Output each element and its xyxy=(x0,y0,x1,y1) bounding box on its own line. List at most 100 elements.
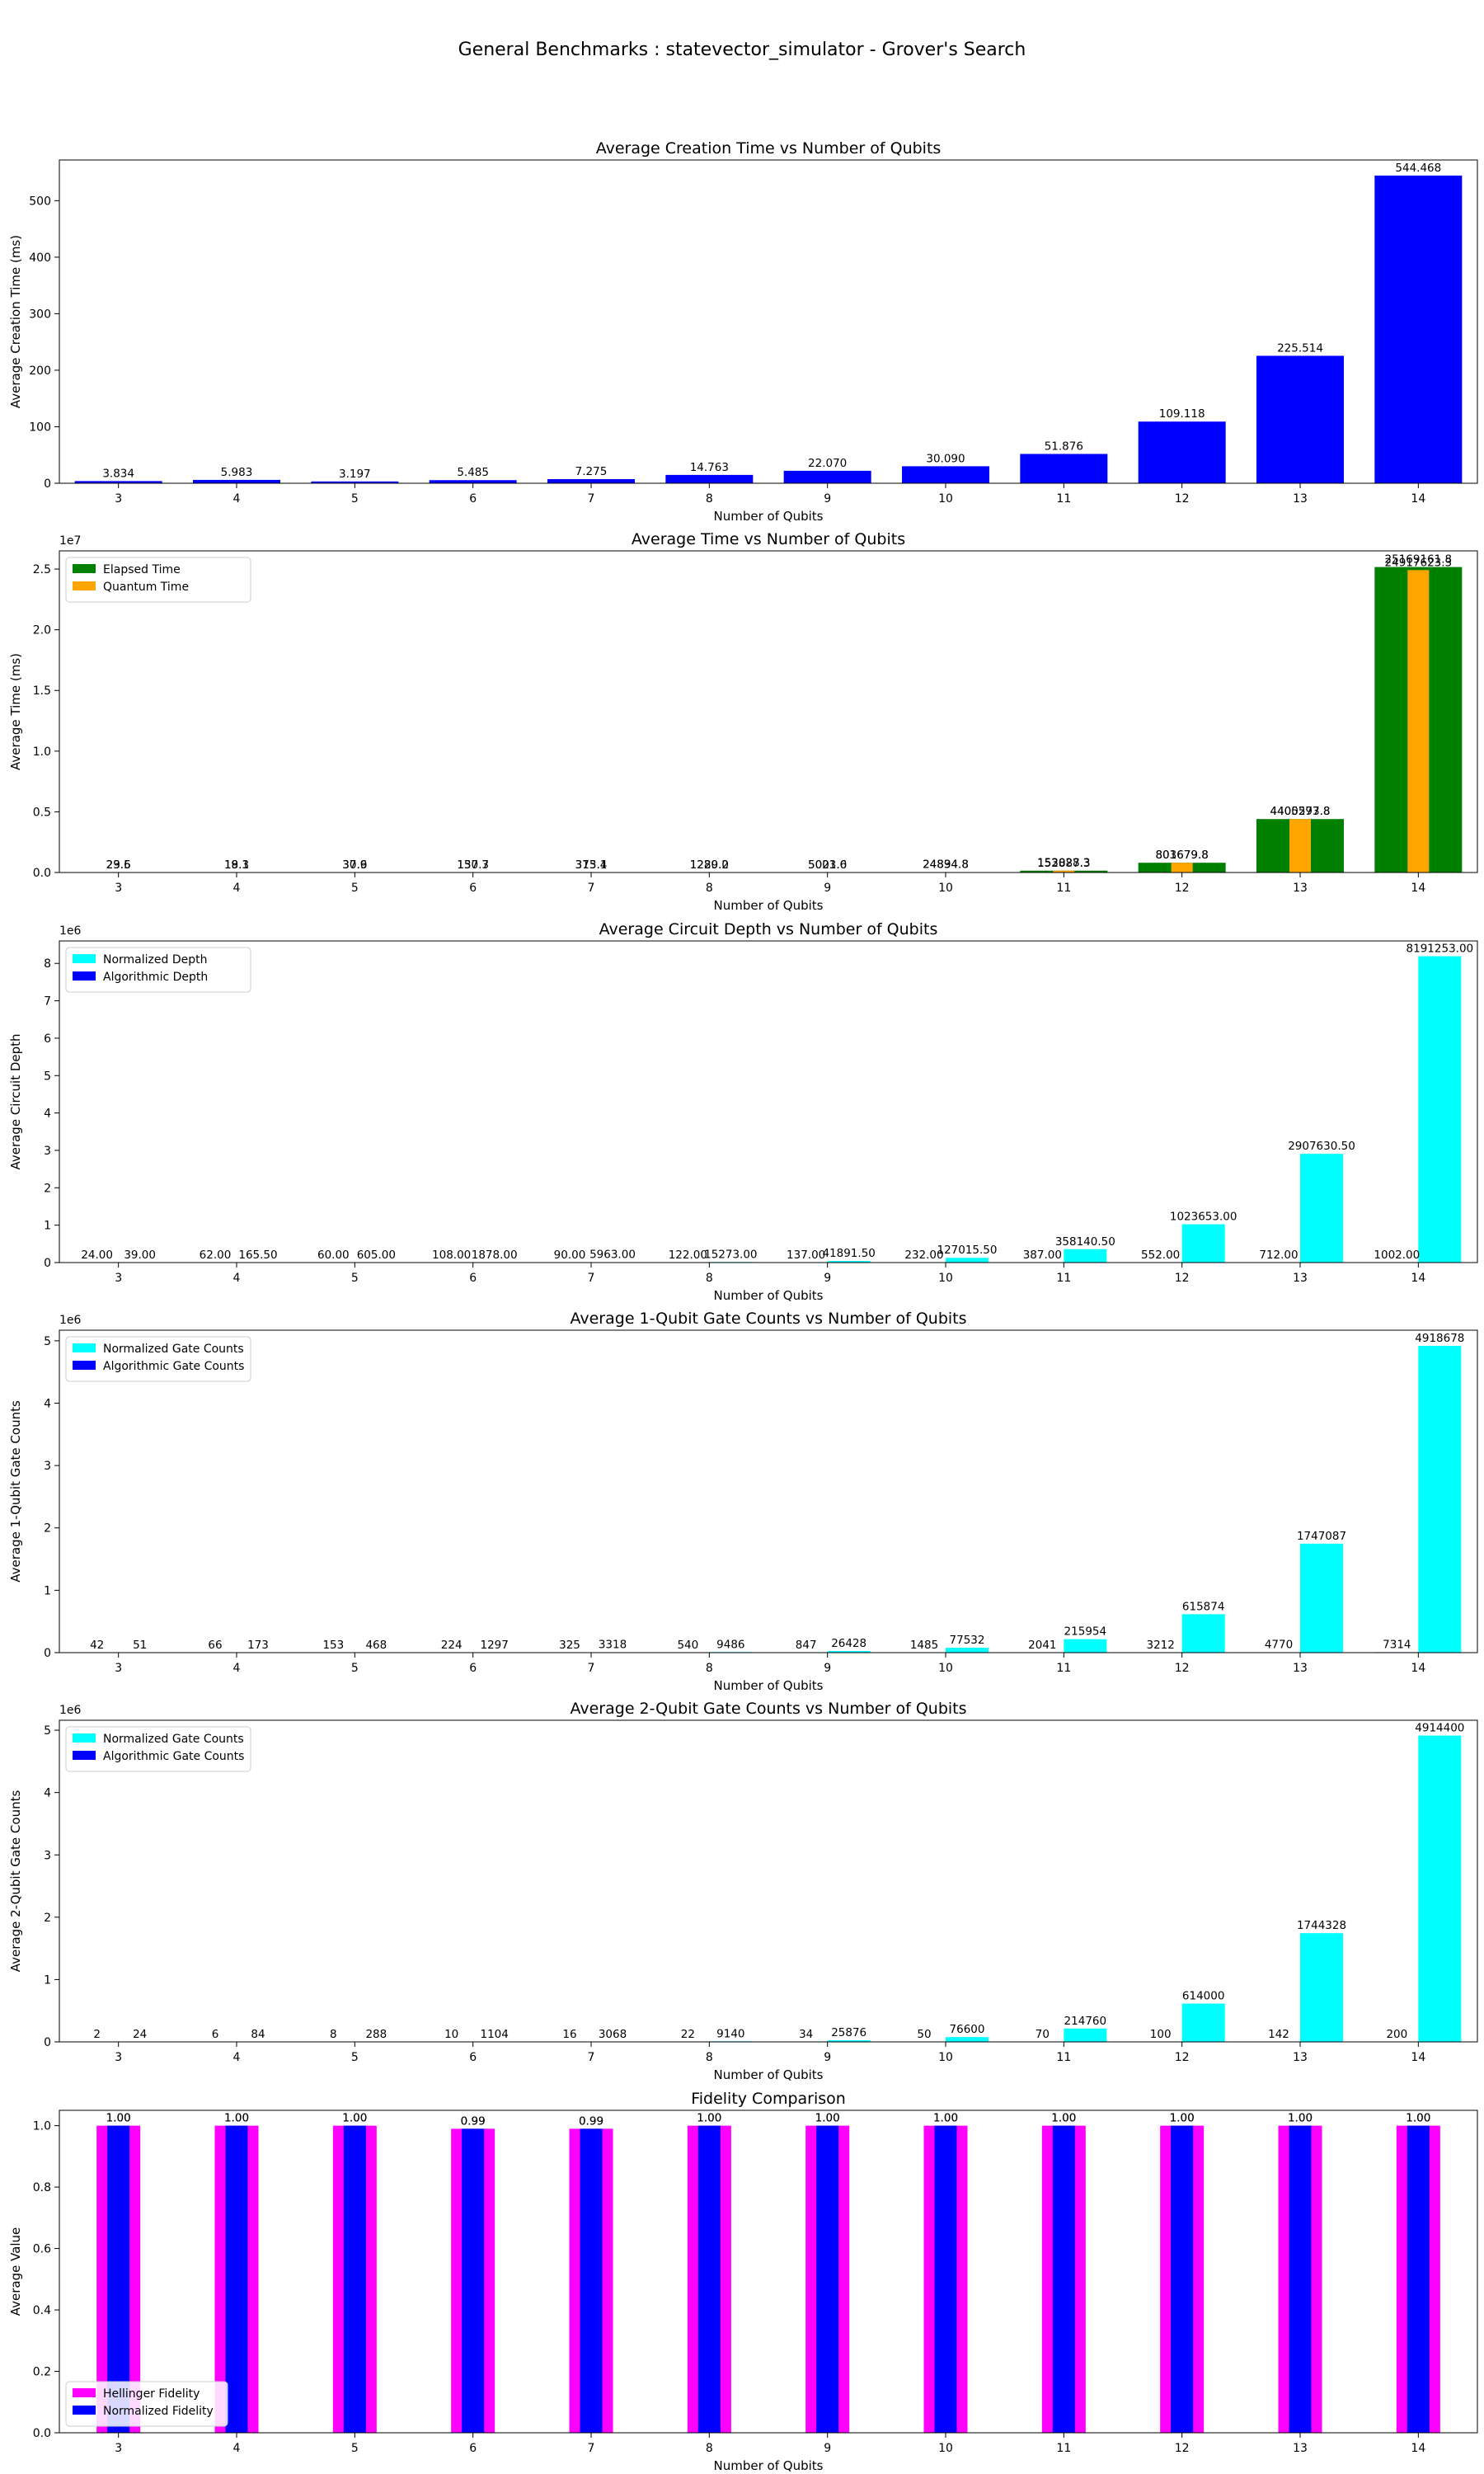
x-tick-label-depth-3: 3 xyxy=(115,1272,122,1285)
x-tick-label-gate1q-6: 6 xyxy=(469,1662,477,1675)
bar-time-quantum-11 xyxy=(1053,870,1075,872)
bar-fidelity-fidelity_norm-9 xyxy=(816,2125,839,2433)
axis-multiplier-gate2q: 1e6 xyxy=(59,1704,82,1717)
data-label-gate1q-algorithmic-7: 325 xyxy=(559,1639,580,1652)
bar-depth-normalized-14 xyxy=(1418,956,1462,1263)
data-label-creation-creation-14: 544.468 xyxy=(1395,162,1441,175)
x-tick-label-depth-7: 7 xyxy=(588,1272,595,1285)
data-label-time-quantum-10: 24834.8 xyxy=(923,858,969,872)
data-label-creation-creation-9: 22.070 xyxy=(808,457,847,470)
data-label-gate2q-algorithmic-5: 8 xyxy=(330,2028,337,2041)
y-tick-label-depth-4: 4 xyxy=(44,1108,51,1121)
bar-depth-normalized-10 xyxy=(946,1258,989,1263)
x-tick-label-time-7: 7 xyxy=(588,882,595,895)
bar-fidelity-fidelity_norm-7 xyxy=(580,2128,603,2433)
y-tick-label-depth-5: 5 xyxy=(44,1070,51,1083)
bar-depth-normalized-9 xyxy=(827,1261,871,1263)
data-label-gate1q-algorithmic-12: 3212 xyxy=(1146,1639,1174,1652)
x-tick-label-creation-14: 14 xyxy=(1411,492,1425,506)
data-label-fidelity-hellinger-14: 1.00 xyxy=(1406,2112,1430,2125)
x-tick-label-depth-13: 13 xyxy=(1293,1272,1308,1285)
y-tick-label-depth-0: 0 xyxy=(44,1257,51,1270)
legend-swatch-gate1q-normalized xyxy=(73,1343,96,1352)
y-tick-label-time-5: 2.5 xyxy=(33,563,51,576)
bar-creation-creation-11 xyxy=(1020,454,1108,483)
data-label-gate1q-normalized-6: 1297 xyxy=(480,1639,508,1652)
data-label-gate1q-normalized-13: 1747087 xyxy=(1297,1530,1346,1543)
data-label-fidelity-fidelity_norm-8: 1.00 xyxy=(697,2112,721,2125)
bar-fidelity-fidelity_norm-8 xyxy=(697,2125,721,2433)
legend-swatch-time-elapsed xyxy=(73,564,96,573)
data-label-fidelity-fidelity_norm-5: 1.00 xyxy=(342,2112,367,2125)
data-label-creation-creation-11: 51.876 xyxy=(1045,440,1083,453)
bar-depth-normalized-12 xyxy=(1181,1224,1225,1263)
data-label-time-quantum-13: 4400577.8 xyxy=(1270,805,1330,818)
bar-fidelity-fidelity_norm-4 xyxy=(225,2125,248,2433)
y-tick-label-gate1q-5: 5 xyxy=(44,1335,51,1348)
data-label-gate1q-normalized-4: 173 xyxy=(247,1639,269,1652)
y-tick-label-gate1q-4: 4 xyxy=(44,1397,51,1410)
x-tick-label-time-10: 10 xyxy=(938,882,953,895)
x-tick-label-gate1q-12: 12 xyxy=(1175,1662,1190,1675)
data-label-gate1q-algorithmic-10: 1485 xyxy=(910,1639,938,1652)
x-axis-label-depth: Number of Qubits xyxy=(714,1288,824,1303)
x-tick-label-gate2q-13: 13 xyxy=(1293,2051,1308,2064)
data-label-gate1q-algorithmic-6: 224 xyxy=(441,1639,463,1652)
data-label-fidelity-hellinger-10: 1.00 xyxy=(933,2112,958,2125)
data-label-gate2q-algorithmic-3: 2 xyxy=(93,2028,101,2041)
data-label-gate1q-algorithmic-5: 153 xyxy=(322,1639,344,1652)
x-tick-label-depth-14: 14 xyxy=(1411,1272,1425,1285)
x-tick-label-gate1q-9: 9 xyxy=(824,1662,831,1675)
bar-creation-creation-10 xyxy=(902,466,989,483)
x-tick-label-gate1q-7: 7 xyxy=(588,1662,595,1675)
y-axis-label-fidelity: Average Value xyxy=(8,2227,23,2316)
x-tick-label-time-14: 14 xyxy=(1411,882,1425,895)
data-label-creation-creation-13: 225.514 xyxy=(1277,341,1323,355)
x-tick-label-depth-4: 4 xyxy=(233,1272,241,1285)
data-label-fidelity-hellinger-11: 1.00 xyxy=(1051,2112,1076,2125)
data-label-depth-algorithmic-3: 24.00 xyxy=(81,1249,113,1262)
x-tick-label-gate2q-3: 3 xyxy=(115,2051,122,2064)
bar-fidelity-fidelity_norm-12 xyxy=(1171,2125,1194,2433)
data-label-gate1q-normalized-10: 77532 xyxy=(950,1634,985,1647)
x-tick-label-creation-13: 13 xyxy=(1293,492,1308,506)
data-label-gate2q-normalized-4: 84 xyxy=(251,2028,265,2041)
data-label-time-elapsed-10: 24894.8 xyxy=(923,858,969,872)
y-tick-label-depth-8: 8 xyxy=(44,957,51,971)
x-axis-label-time: Number of Qubits xyxy=(714,898,824,913)
legend-label-gate1q-normalized: Normalized Gate Counts xyxy=(103,1343,244,1356)
x-tick-label-gate2q-14: 14 xyxy=(1411,2051,1425,2064)
data-label-gate1q-normalized-14: 4918678 xyxy=(1415,1332,1464,1345)
legend-swatch-fidelity-hellinger xyxy=(73,2388,96,2397)
bar-creation-creation-4 xyxy=(193,479,280,483)
data-label-time-elapsed-14: 25169161.8 xyxy=(1385,553,1453,567)
x-tick-label-fidelity-7: 7 xyxy=(588,2442,595,2455)
legend-swatch-depth-normalized xyxy=(73,954,96,963)
y-tick-label-time-4: 2.0 xyxy=(33,624,51,637)
data-label-time-quantum-11: 152887.3 xyxy=(1037,857,1090,870)
chart-title-depth: Average Circuit Depth vs Number of Qubit… xyxy=(599,920,938,938)
y-tick-label-gate1q-1: 1 xyxy=(44,1584,51,1597)
x-tick-label-fidelity-10: 10 xyxy=(938,2442,953,2455)
data-label-time-elapsed-12: 803679.8 xyxy=(1155,849,1208,862)
data-label-time-quantum-5: 30.6 xyxy=(342,858,367,872)
bar-creation-creation-8 xyxy=(665,474,754,483)
data-label-fidelity-hellinger-12: 1.00 xyxy=(1170,2112,1195,2125)
legend-label-gate1q-algorithmic: Algorithmic Gate Counts xyxy=(103,1360,244,1373)
bar-creation-creation-12 xyxy=(1138,421,1226,483)
x-tick-label-gate2q-8: 8 xyxy=(706,2051,713,2064)
data-label-gate2q-normalized-13: 1744328 xyxy=(1297,1919,1346,1932)
data-label-creation-creation-8: 14.763 xyxy=(690,461,729,474)
axes-frame-creation xyxy=(59,159,1478,484)
legend-label-depth-normalized: Normalized Depth xyxy=(103,953,208,967)
data-label-gate1q-normalized-8: 9486 xyxy=(716,1638,744,1651)
x-tick-label-gate1q-14: 14 xyxy=(1411,1662,1425,1675)
data-label-depth-normalized-14: 8191253.00 xyxy=(1407,943,1474,956)
data-label-gate2q-algorithmic-8: 22 xyxy=(681,2028,695,2041)
data-label-gate1q-algorithmic-14: 7314 xyxy=(1383,1638,1411,1651)
bar-gate1q-normalized-14 xyxy=(1418,1346,1462,1653)
y-tick-label-gate1q-2: 2 xyxy=(44,1522,51,1536)
x-tick-label-fidelity-3: 3 xyxy=(115,2442,122,2455)
data-label-creation-creation-4: 5.983 xyxy=(221,466,253,479)
x-tick-label-gate1q-5: 5 xyxy=(351,1662,359,1675)
